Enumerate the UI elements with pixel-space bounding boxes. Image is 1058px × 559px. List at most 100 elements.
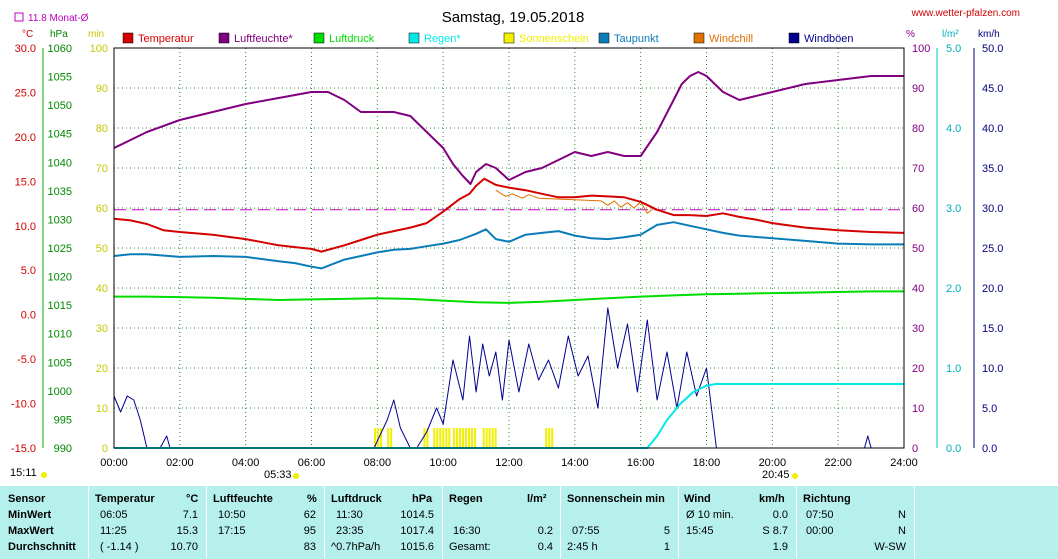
- sunshine-bar: [551, 428, 554, 448]
- tick-label-pressure: 1030: [48, 214, 72, 226]
- tick-label-x: 24:00: [890, 457, 918, 469]
- legend-label: Regen*: [424, 33, 461, 45]
- tick-label-x: 12:00: [495, 457, 523, 469]
- series-line-temperatur: [113, 177, 905, 253]
- tick-label-humidity: 40: [912, 283, 924, 295]
- humidity-min-time: 10:50: [218, 509, 246, 521]
- tick-label-rain: 1.0: [946, 363, 961, 375]
- tick-label-wind: 35.0: [982, 163, 1003, 175]
- row-label: MaxWert: [8, 525, 54, 537]
- legend-swatch: [788, 32, 800, 44]
- sunshine-bar: [442, 428, 445, 448]
- legend-label: Windböen: [804, 33, 854, 45]
- rain-max-value: 0.2: [537, 525, 553, 537]
- chart-title: Samstag, 19.05.2018: [442, 9, 585, 26]
- rain-total-label: Gesamt:: [449, 541, 491, 553]
- header-sunshine: Sonnenschein min: [567, 493, 665, 505]
- website-label[interactable]: www.wetter-pfalzen.com: [911, 8, 1020, 19]
- stats-row-max: MaxWert 11:25 15.3 17:15 95 23:35 1017.4…: [0, 523, 1058, 540]
- tick-label-temp: 25.0: [15, 87, 36, 99]
- sunshine-bar: [482, 428, 485, 448]
- sunshine-bar: [465, 428, 468, 448]
- tick-label-temp: 0.0: [21, 310, 36, 322]
- axis-unit-wind: km/h: [978, 29, 1000, 40]
- tick-label-temp: -10.0: [11, 399, 36, 411]
- tick-label-x: 04:00: [232, 457, 260, 469]
- direction-avg-value: W-SW: [874, 541, 906, 553]
- sunshine-bar: [448, 428, 451, 448]
- temp-max-time: 11:25: [100, 525, 127, 537]
- monthly-avg-icon: [14, 12, 24, 22]
- stats-header-row: Sensor Temperatur °C Luftfeuchte % Luftd…: [0, 491, 1058, 508]
- sun-total-time: 2:45 h: [567, 541, 598, 553]
- tick-label-minutes: 60: [96, 203, 108, 215]
- tick-label-temp: -5.0: [17, 354, 36, 366]
- header-direction: Richtung: [803, 493, 851, 505]
- tick-label-wind: 25.0: [982, 243, 1003, 255]
- tick-label-pressure: 990: [54, 443, 72, 455]
- tick-label-temp: -15.0: [11, 443, 36, 455]
- axis-unit-humidity: %: [906, 29, 915, 40]
- tick-label-minutes: 80: [96, 123, 108, 135]
- sunshine-bar: [491, 428, 494, 448]
- temp-max-value: 15.3: [176, 525, 198, 537]
- sun-max-time: 07:55: [572, 525, 600, 537]
- sunshine-bar: [374, 428, 377, 448]
- tick-label-x: 14:00: [561, 457, 589, 469]
- tick-label-minutes: 10: [96, 403, 108, 415]
- tick-label-pressure: 1005: [48, 357, 72, 369]
- sunshine-bar: [488, 428, 491, 448]
- wind-max-value: S 8.7: [762, 525, 788, 537]
- tick-label-humidity: 10: [912, 403, 924, 415]
- legend-swatch: [503, 32, 515, 44]
- pressure-trend: ^0.7hPa/h: [331, 541, 381, 553]
- sunshine-bar: [453, 428, 456, 448]
- pressure-min-value: 1014.5: [400, 509, 434, 521]
- header-temperature: Temperatur: [95, 493, 155, 505]
- sunshine-bar: [471, 428, 474, 448]
- tick-label-rain: 3.0: [946, 203, 961, 215]
- tick-label-humidity: 60: [912, 203, 924, 215]
- sunshine-bar: [468, 428, 471, 448]
- tick-label-temp: 15.0: [15, 176, 36, 188]
- sunshine-bar: [445, 428, 448, 448]
- tick-label-wind: 10.0: [982, 363, 1003, 375]
- sunshine-bar: [494, 428, 497, 448]
- tick-label-wind: 45.0: [982, 83, 1003, 95]
- series-line-taupunkt: [113, 221, 904, 270]
- pressure-avg-value: 1015.6: [400, 541, 434, 553]
- sunshine-bar: [459, 428, 462, 448]
- legend-swatch: [122, 32, 134, 44]
- tick-label-pressure: 995: [54, 414, 72, 426]
- legend-label: Luftfeuchte*: [234, 33, 293, 45]
- sunset-label: 20:45: [762, 469, 790, 481]
- legend-swatch: [598, 32, 610, 44]
- wind-avg-value: 1.9: [772, 541, 788, 553]
- pressure-min-time: 11:30: [336, 509, 363, 521]
- sunshine-bar: [548, 428, 551, 448]
- header-rain-unit: l/m²: [527, 493, 547, 505]
- tick-label-temp: 10.0: [15, 221, 36, 233]
- tick-label-wind: 50.0: [982, 43, 1003, 55]
- tick-label-x: 02:00: [166, 457, 194, 469]
- sun-icon-sunrise: [293, 473, 299, 479]
- series-line-luftdruck: [114, 290, 904, 304]
- stats-row-min: MinWert 06:05 7.1 10:50 62 11:30 1014.5 …: [0, 507, 1058, 524]
- tick-label-temp: 20.0: [15, 132, 36, 144]
- sunshine-bar: [390, 428, 393, 448]
- row-label: Durchschnitt: [8, 541, 76, 553]
- tick-label-minutes: 90: [96, 83, 108, 95]
- sun-icon-sunset: [792, 473, 798, 479]
- sunshine-bar: [485, 428, 488, 448]
- tick-label-humidity: 50: [912, 243, 924, 255]
- direction-max-value: N: [898, 525, 906, 537]
- tick-label-pressure: 1015: [48, 300, 72, 312]
- header-temperature-unit: °C: [186, 493, 199, 505]
- tick-label-pressure: 1050: [48, 100, 72, 112]
- temp-min-time: 06:05: [100, 509, 128, 521]
- sunshine-bar: [439, 428, 442, 448]
- stats-row-avg: Durchschnitt ( -1.14 ) 10.70 83 ^0.7hPa/…: [0, 539, 1058, 556]
- legend-label: Temperatur: [138, 33, 194, 45]
- sunshine-bar: [380, 428, 383, 448]
- tick-label-pressure: 1020: [48, 272, 72, 284]
